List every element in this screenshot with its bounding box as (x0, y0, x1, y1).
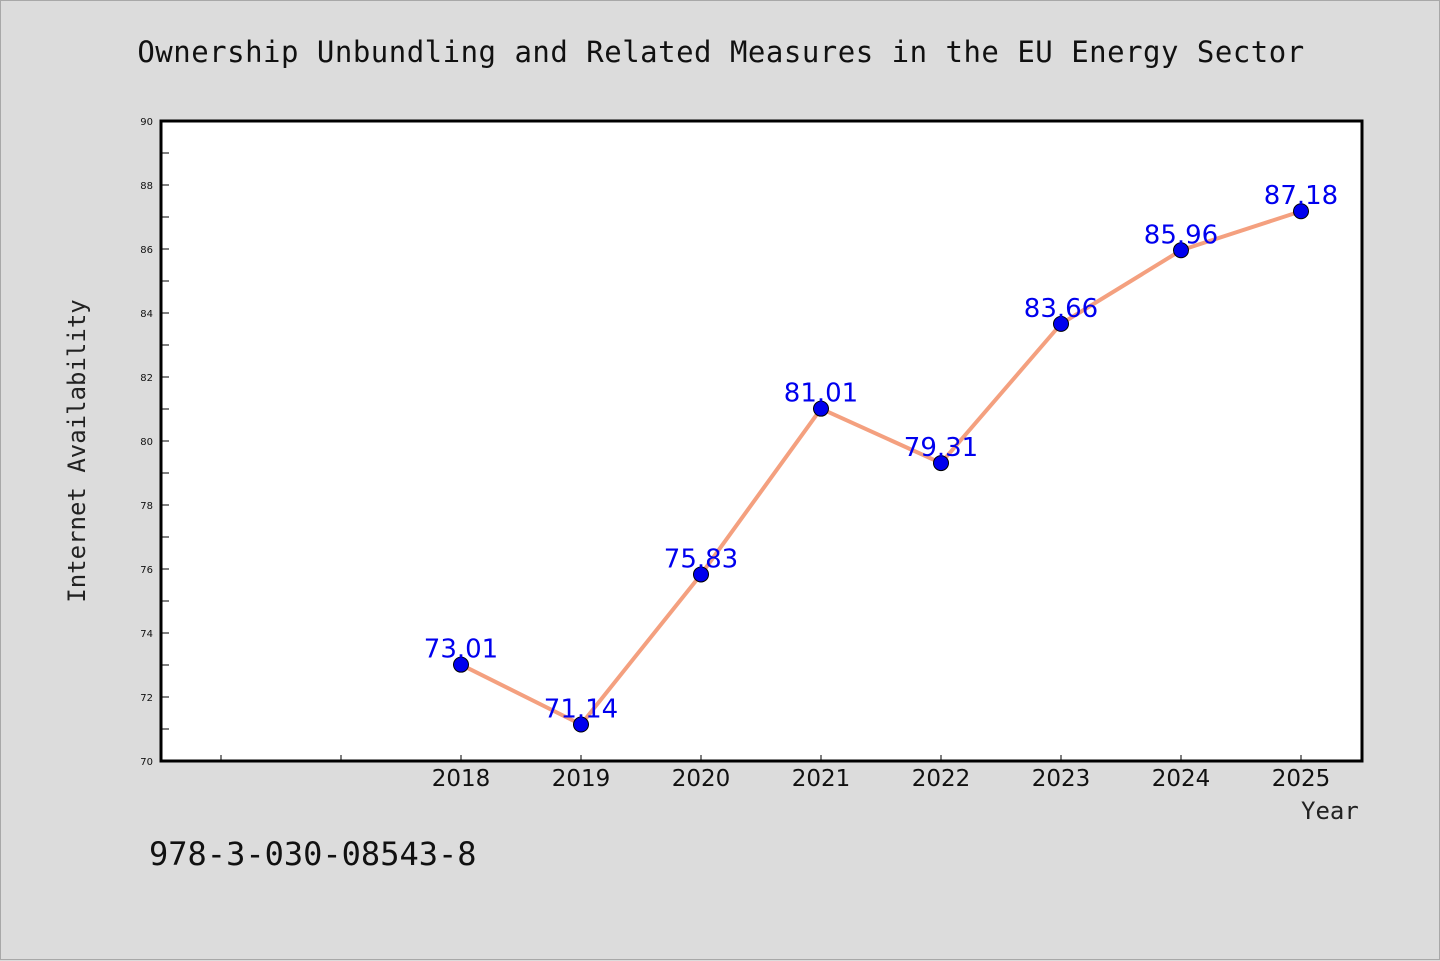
data-point (573, 716, 589, 733)
data-label: 79.31 (904, 433, 978, 463)
x-axis-label: Year (1301, 797, 1359, 825)
y-tick-label: 90 (140, 117, 153, 128)
plot-frame (159, 119, 1364, 763)
data-label: 73.01 (424, 635, 498, 665)
data-point (813, 400, 829, 417)
data-label: 81.01 (784, 379, 858, 409)
data-point (933, 455, 949, 472)
x-tick-label: 2018 (432, 766, 491, 792)
x-tick-label: 2023 (1032, 766, 1091, 792)
x-tick-label: 2022 (912, 766, 971, 792)
y-tick-label: 88 (140, 181, 153, 192)
data-label: 87.18 (1264, 181, 1338, 211)
data-point (1053, 315, 1069, 332)
data-label: 85.96 (1144, 220, 1218, 250)
chart-title: Ownership Unbundling and Related Measure… (137, 35, 1305, 69)
y-tick-label: 74 (140, 629, 153, 640)
x-tick-label: 2019 (552, 766, 611, 792)
y-tick-label: 84 (140, 309, 153, 320)
y-tick-label: 76 (140, 565, 153, 576)
data-label: 75.83 (664, 544, 738, 574)
data-point (1293, 203, 1309, 220)
y-tick-label: 78 (140, 501, 153, 512)
y-tick-label: 82 (140, 373, 153, 384)
x-tick-label: 2021 (792, 766, 851, 792)
data-point (453, 656, 469, 673)
plot-area (161, 121, 1362, 761)
footer-identifier: 978-3-030-08543-8 (149, 835, 477, 873)
series-line (459, 209, 1303, 727)
x-tick-label: 2020 (672, 766, 731, 792)
data-point (1173, 242, 1189, 259)
data-label: 83.66 (1024, 294, 1098, 324)
x-tick-label: 2024 (1152, 766, 1211, 792)
y-tick-label: 86 (140, 245, 153, 256)
y-tick-label: 80 (140, 437, 153, 448)
y-tick-label: 72 (140, 693, 153, 704)
data-point (693, 566, 709, 583)
data-label: 71.14 (544, 695, 618, 725)
x-tick-label: 2025 (1272, 766, 1331, 792)
y-tick-label: 70 (140, 757, 153, 768)
